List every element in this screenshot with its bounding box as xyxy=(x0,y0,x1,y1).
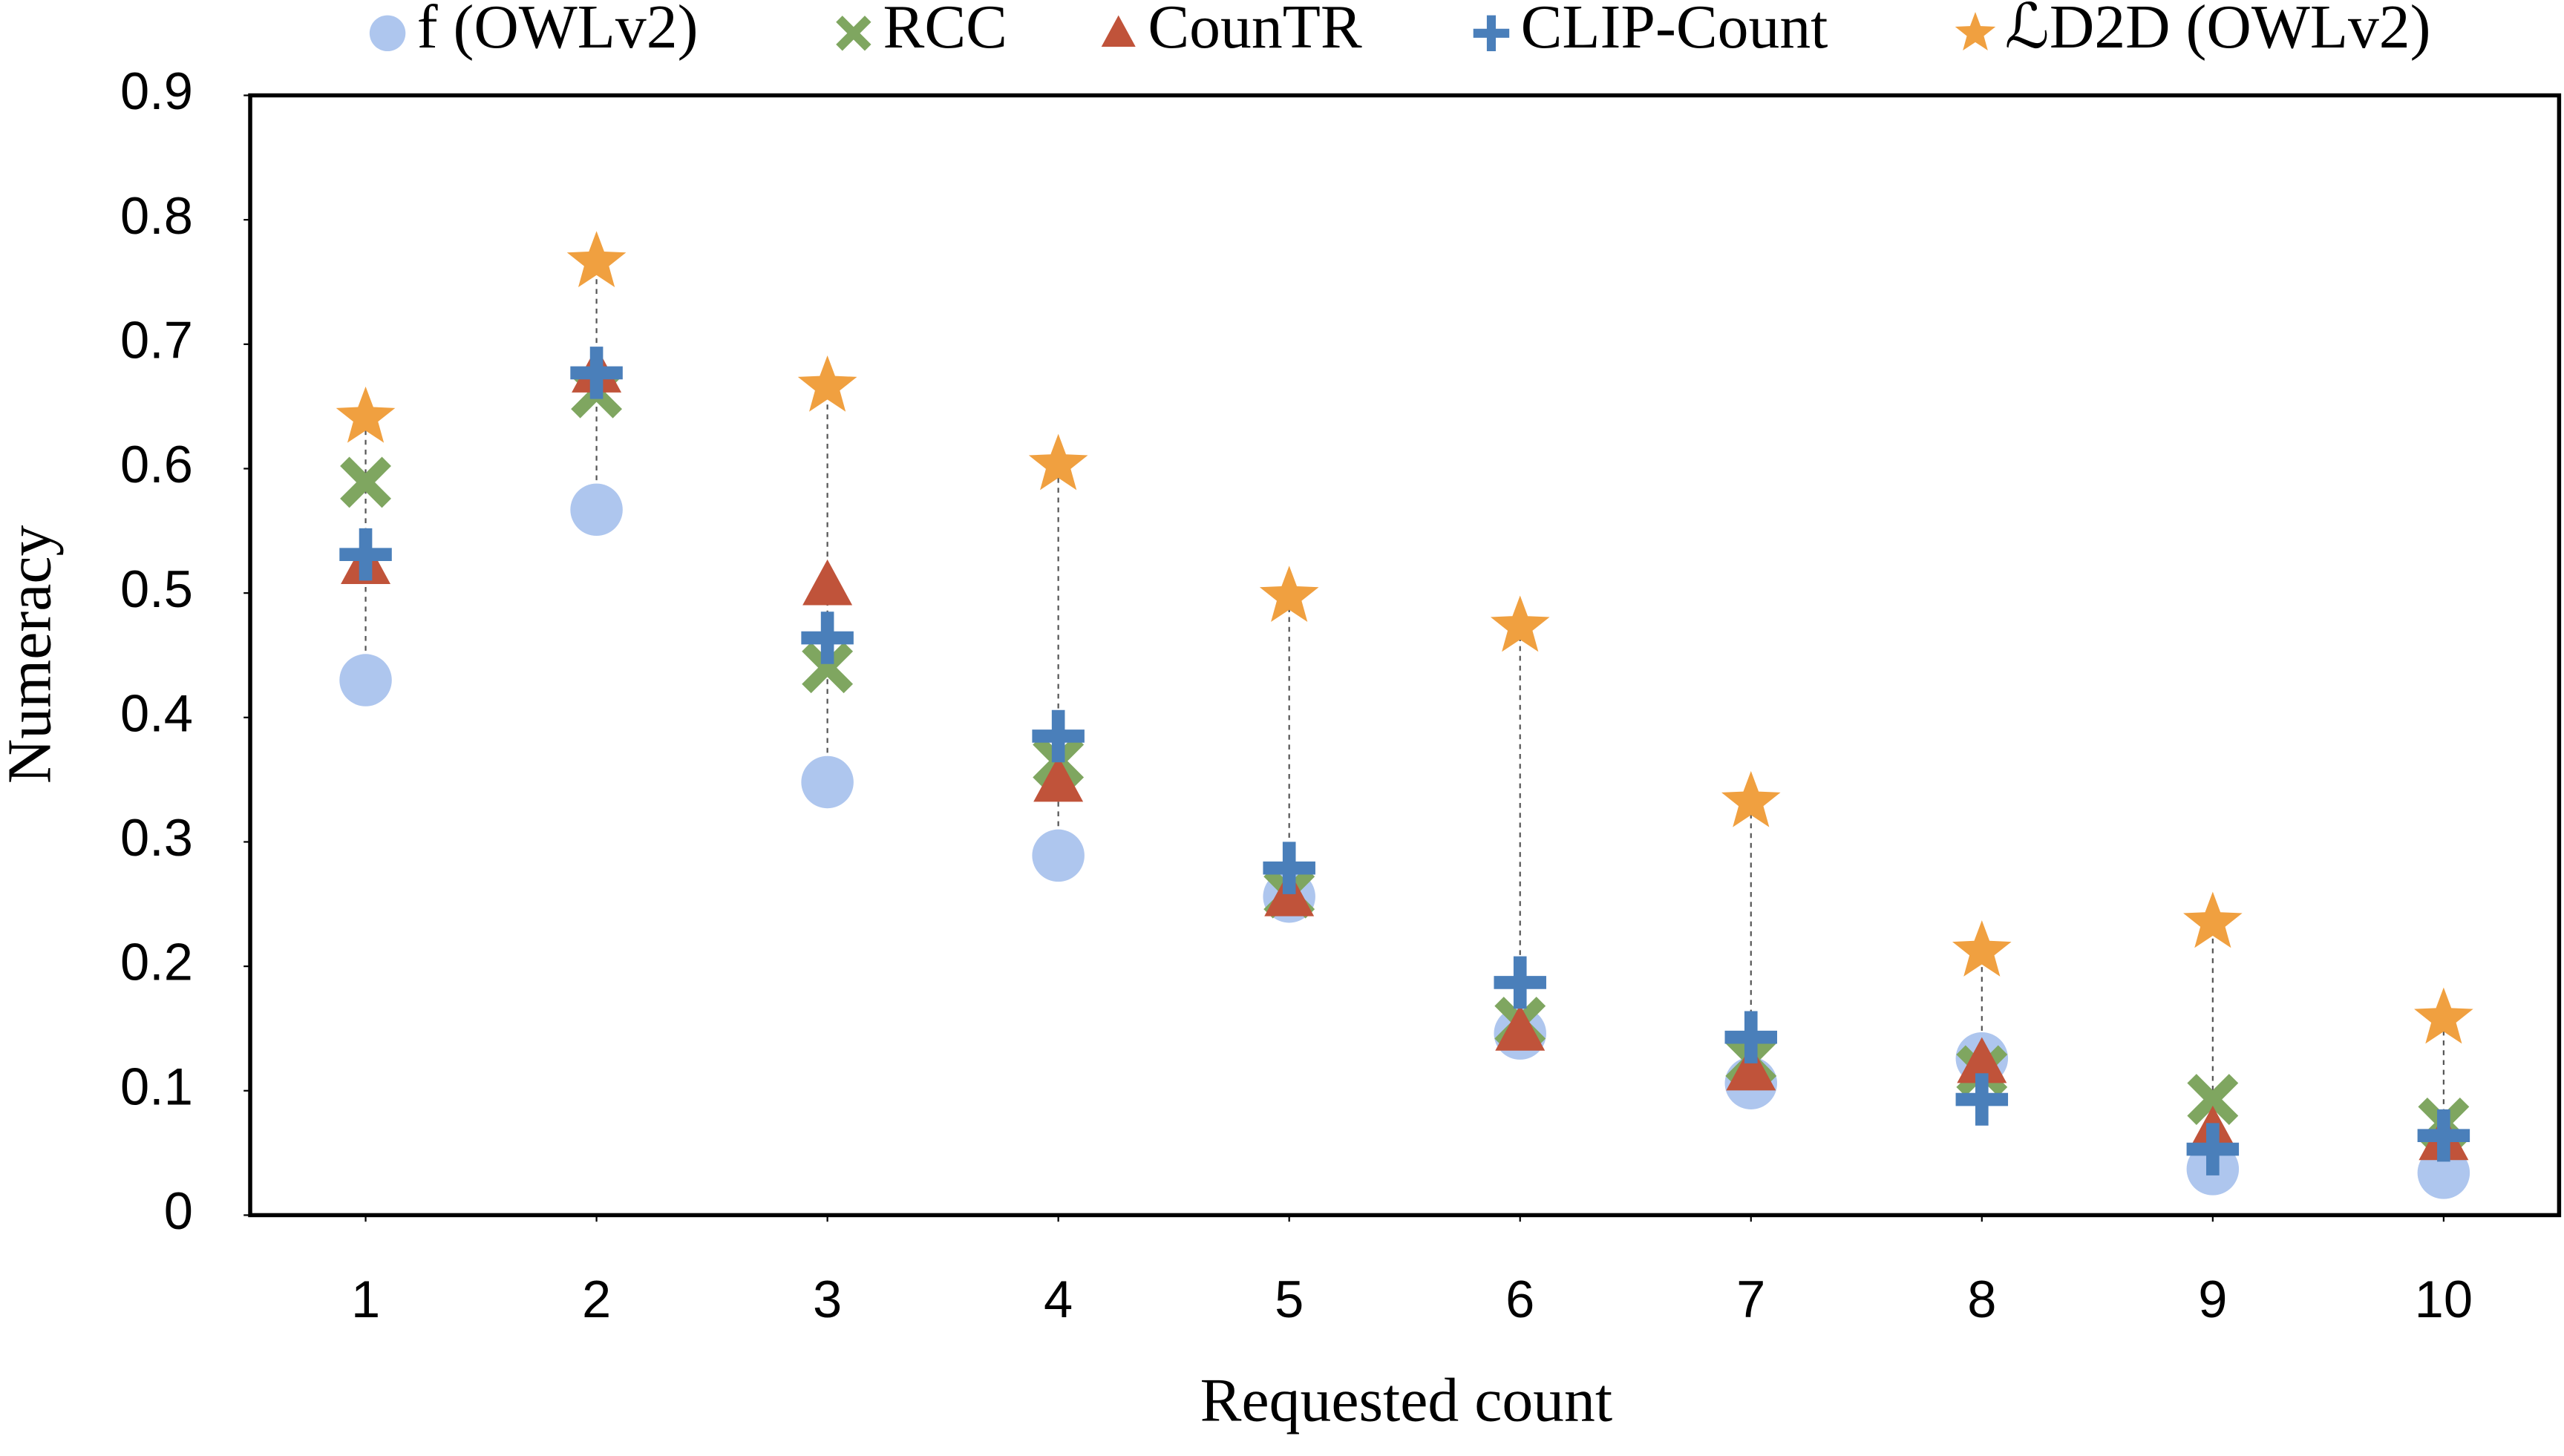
point xyxy=(336,386,396,443)
point xyxy=(1028,433,1088,491)
point xyxy=(801,755,854,809)
point xyxy=(339,654,392,706)
point xyxy=(2417,1109,2470,1162)
x-tick-label: 4 xyxy=(1044,1270,1073,1328)
point xyxy=(797,355,857,412)
legend-label: CounTR xyxy=(1148,0,1361,62)
legend-marker xyxy=(369,15,406,52)
point xyxy=(1494,956,1546,1009)
point xyxy=(2187,1074,2239,1125)
y-tick-label: 0.1 xyxy=(120,1057,193,1115)
x-axis-label: Requested count xyxy=(1200,1365,1612,1434)
point xyxy=(2414,987,2473,1044)
point xyxy=(339,528,392,581)
x-tick-label: 2 xyxy=(582,1270,611,1328)
point xyxy=(802,642,854,694)
point xyxy=(1259,565,1319,623)
y-tick-label: 0.9 xyxy=(120,62,193,120)
point xyxy=(1957,1037,2007,1083)
y-tick-label: 0.3 xyxy=(120,808,193,867)
legend-marker xyxy=(1101,15,1136,47)
y-tick-label: 0.5 xyxy=(120,560,193,618)
point xyxy=(1721,770,1781,827)
point xyxy=(1490,595,1550,652)
point xyxy=(1495,1005,1546,1051)
point xyxy=(802,559,853,606)
y-tick-label: 0 xyxy=(164,1181,193,1240)
y-axis-label: Numeracy xyxy=(0,525,65,784)
point xyxy=(1033,755,1084,802)
y-tick-label: 0.2 xyxy=(120,933,193,991)
point xyxy=(1032,709,1085,763)
legend-label: ℒD2D (OWLv2) xyxy=(2005,0,2431,62)
legend-label: CLIP-Count xyxy=(1521,0,1828,62)
point xyxy=(1952,920,2012,977)
y-tick-label: 0.8 xyxy=(120,186,193,245)
point xyxy=(2186,1123,2240,1175)
point xyxy=(570,483,623,537)
point xyxy=(1724,1011,1778,1063)
y-tick-label: 0.6 xyxy=(120,435,193,493)
point xyxy=(2183,891,2243,948)
x-tick-label: 10 xyxy=(2415,1270,2473,1328)
point xyxy=(340,456,391,508)
y-tick-label: 0.7 xyxy=(120,310,193,369)
point xyxy=(1032,829,1085,882)
point xyxy=(570,347,623,399)
x-tick-label: 6 xyxy=(1505,1270,1534,1328)
x-tick-label: 8 xyxy=(1967,1270,1996,1328)
x-tick-label: 3 xyxy=(813,1270,842,1328)
legend-marker xyxy=(836,16,871,51)
x-tick-label: 9 xyxy=(2198,1270,2227,1328)
point xyxy=(801,611,854,664)
legend-label: f (OWLv2) xyxy=(417,0,699,62)
point xyxy=(566,231,627,288)
plot-frame xyxy=(248,93,2562,1218)
legend-marker xyxy=(1955,12,1996,50)
y-tick-label: 0.4 xyxy=(120,683,193,742)
point xyxy=(1955,1073,2009,1126)
legend-marker xyxy=(1473,15,1510,52)
x-tick-label: 1 xyxy=(351,1270,380,1328)
x-tick-label: 5 xyxy=(1275,1270,1304,1328)
x-tick-label: 7 xyxy=(1736,1270,1765,1328)
point xyxy=(1726,1044,1776,1091)
point xyxy=(1263,842,1315,894)
legend-label: RCC xyxy=(883,0,1007,62)
